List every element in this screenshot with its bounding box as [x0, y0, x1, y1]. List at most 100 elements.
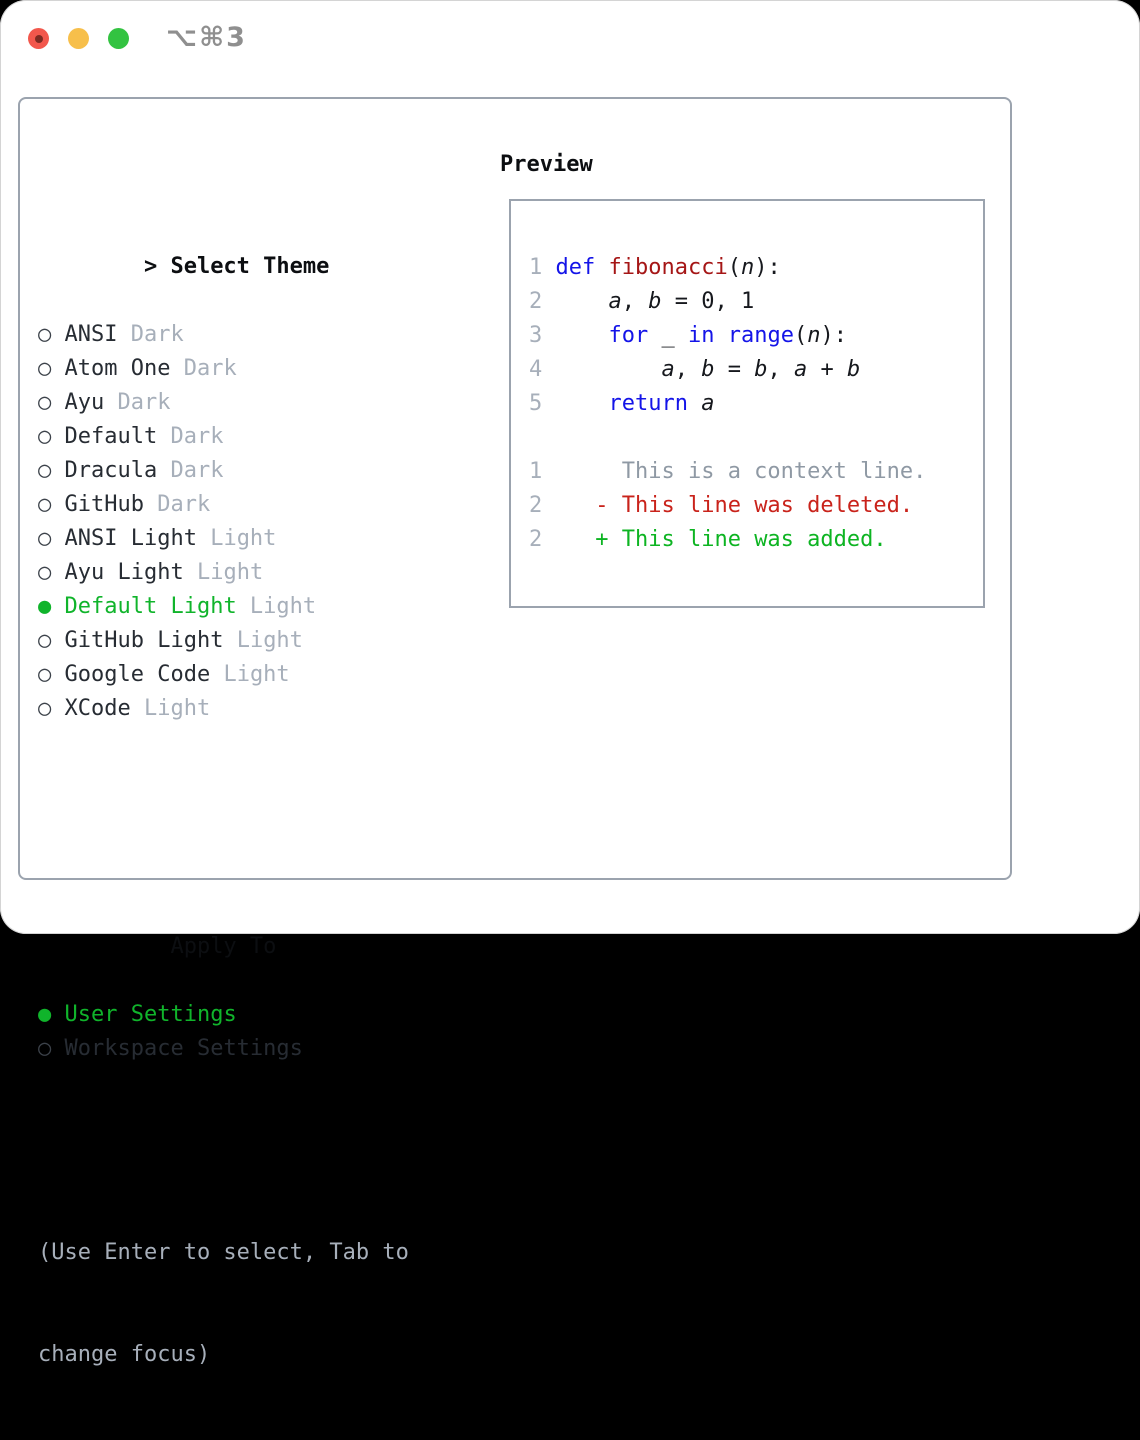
line-number: 1	[529, 459, 556, 484]
diff-line-context: 1 This is a context line.	[529, 455, 983, 489]
theme-option-dracula[interactable]: ○ Dracula Dark	[38, 454, 409, 488]
spacer-row	[38, 794, 409, 828]
theme-option-ansi-light[interactable]: ○ ANSI Light Light	[38, 522, 409, 556]
theme-variant-label: Light	[130, 696, 211, 721]
apply-to-header: Apply To	[38, 896, 409, 959]
apply-option-label: Workspace Settings	[64, 1036, 303, 1061]
theme-option-google-code[interactable]: ○ Google Code Light	[38, 658, 409, 692]
theme-option-label: Dracula	[64, 458, 158, 483]
theme-variant-label: Dark	[157, 424, 224, 449]
blank-line	[529, 421, 983, 455]
theme-option-label: GitHub Light	[64, 628, 224, 653]
theme-variant-label: Dark	[157, 458, 224, 483]
radio-icon: ○	[38, 322, 65, 347]
theme-variant-label: Dark	[170, 356, 237, 381]
radio-icon: ○	[38, 526, 65, 551]
radio-icon: ○	[38, 662, 65, 687]
window-titlebar: ⌥⌘3	[0, 0, 1140, 78]
apply-option-label: User Settings	[64, 1002, 237, 1027]
code-token-pl	[595, 255, 608, 280]
theme-option-default-light[interactable]: ● Default Light Light	[38, 590, 409, 624]
hint-text-line2: change focus)	[38, 1342, 211, 1367]
radio-selected-icon: ●	[38, 1002, 65, 1027]
theme-picker-panel: > Select Theme ○ ANSI Dark ○ Atom One Dark…	[18, 97, 1012, 1367]
app-window: ⌥⌘3 > Select Theme ○ ANSI Dark ○ Atom One …	[0, 0, 1140, 1367]
radio-icon: ○	[38, 356, 65, 381]
code-token-var: n	[807, 323, 821, 348]
radio-icon: ○	[38, 560, 65, 585]
code-token-pl: _	[648, 323, 688, 348]
theme-option-label: ANSI	[64, 322, 118, 347]
diff-line-added: 2 + This line was added.	[529, 523, 983, 557]
minimize-button[interactable]	[68, 28, 89, 49]
code-line: 5 return a	[529, 387, 983, 421]
radio-icon: ○	[38, 628, 65, 653]
apply-to-list: ● User Settings ○ Workspace Settings	[38, 998, 409, 1066]
code-token-pl	[714, 323, 727, 348]
theme-variant-label: Dark	[104, 390, 171, 415]
line-number: 1	[529, 255, 556, 280]
theme-variant-label: Light	[223, 628, 303, 653]
code-token-var: b	[846, 357, 861, 382]
code-token-kw: in	[687, 323, 715, 348]
theme-option-label: Google Code	[64, 662, 211, 687]
zoom-button[interactable]	[108, 28, 129, 49]
code-token-pl	[556, 391, 609, 416]
line-number: 4	[529, 357, 556, 382]
theme-option-label: Default Light	[64, 594, 237, 619]
theme-option-atom-one[interactable]: ○ Atom One Dark	[38, 352, 409, 386]
theme-option-label: XCode	[64, 696, 131, 721]
code-token-pl	[688, 391, 701, 416]
theme-variant-label: Light	[183, 560, 264, 585]
code-token-pl: ,	[767, 357, 794, 382]
code-line: 3 for _ in range(n):	[529, 319, 983, 353]
line-number: 2	[529, 289, 556, 314]
code-token-var: b	[754, 357, 768, 382]
theme-option-ayu[interactable]: ○ Ayu Dark	[38, 386, 409, 420]
code-token-pl	[556, 357, 662, 382]
theme-option-xcode[interactable]: ○ XCode Light	[38, 692, 409, 726]
diff-line-deleted: 2 - This line was deleted.	[529, 489, 983, 523]
theme-option-github[interactable]: ○ GitHub Dark	[38, 488, 409, 522]
code-token-pl: =	[714, 357, 755, 382]
theme-option-label: Ayu Light	[64, 560, 184, 585]
code-token-pl	[556, 323, 609, 348]
theme-option-ansi[interactable]: ○ ANSI Dark	[38, 318, 409, 352]
close-button[interactable]	[28, 28, 49, 49]
apply-to-header-label: Apply To	[170, 934, 277, 959]
theme-option-default[interactable]: ○ Default Dark	[38, 420, 409, 454]
theme-option-label: Default	[64, 424, 158, 449]
theme-option-github-light[interactable]: ○ GitHub Light Light	[38, 624, 409, 658]
code-token-ctx: This is a context line.	[621, 459, 927, 484]
code-token-pl: (	[793, 323, 808, 348]
keyboard-shortcut-label: ⌥⌘3	[166, 22, 247, 53]
radio-icon: ○	[38, 696, 65, 721]
spacer-row	[38, 1134, 409, 1168]
code-token-pl: (	[727, 255, 741, 280]
apply-option-workspace-settings[interactable]: ○ Workspace Settings	[38, 1032, 409, 1066]
code-token-var: a	[661, 357, 675, 382]
theme-option-label: Atom One	[64, 356, 171, 381]
code-token-del: - This line was deleted.	[595, 493, 914, 518]
theme-variant-label: Dark	[117, 322, 184, 347]
select-theme-header: > Select Theme	[38, 216, 409, 279]
code-token-var: b	[648, 289, 662, 314]
apply-option-user-settings[interactable]: ● User Settings	[38, 998, 409, 1032]
radio-icon: ○	[38, 492, 65, 517]
code-token-pl	[556, 493, 596, 518]
radio-icon: ○	[38, 390, 65, 415]
theme-option-label: GitHub	[64, 492, 144, 517]
code-token-pl: ,	[674, 357, 702, 382]
theme-variant-label: Light	[236, 594, 317, 619]
code-token-var: a	[701, 391, 715, 416]
theme-option-label: Ayu	[64, 390, 105, 415]
code-line: 1 def fibonacci(n):	[529, 251, 983, 285]
code-token-var: n	[740, 255, 755, 280]
theme-option-ayu-light[interactable]: ○ Ayu Light Light	[38, 556, 409, 590]
line-number: 2	[529, 493, 556, 518]
code-token-var: a	[608, 289, 622, 314]
line-number: 2	[529, 527, 556, 552]
preview-header: Preview	[500, 152, 593, 177]
code-line: 4 a, b = b, a + b	[529, 353, 983, 387]
